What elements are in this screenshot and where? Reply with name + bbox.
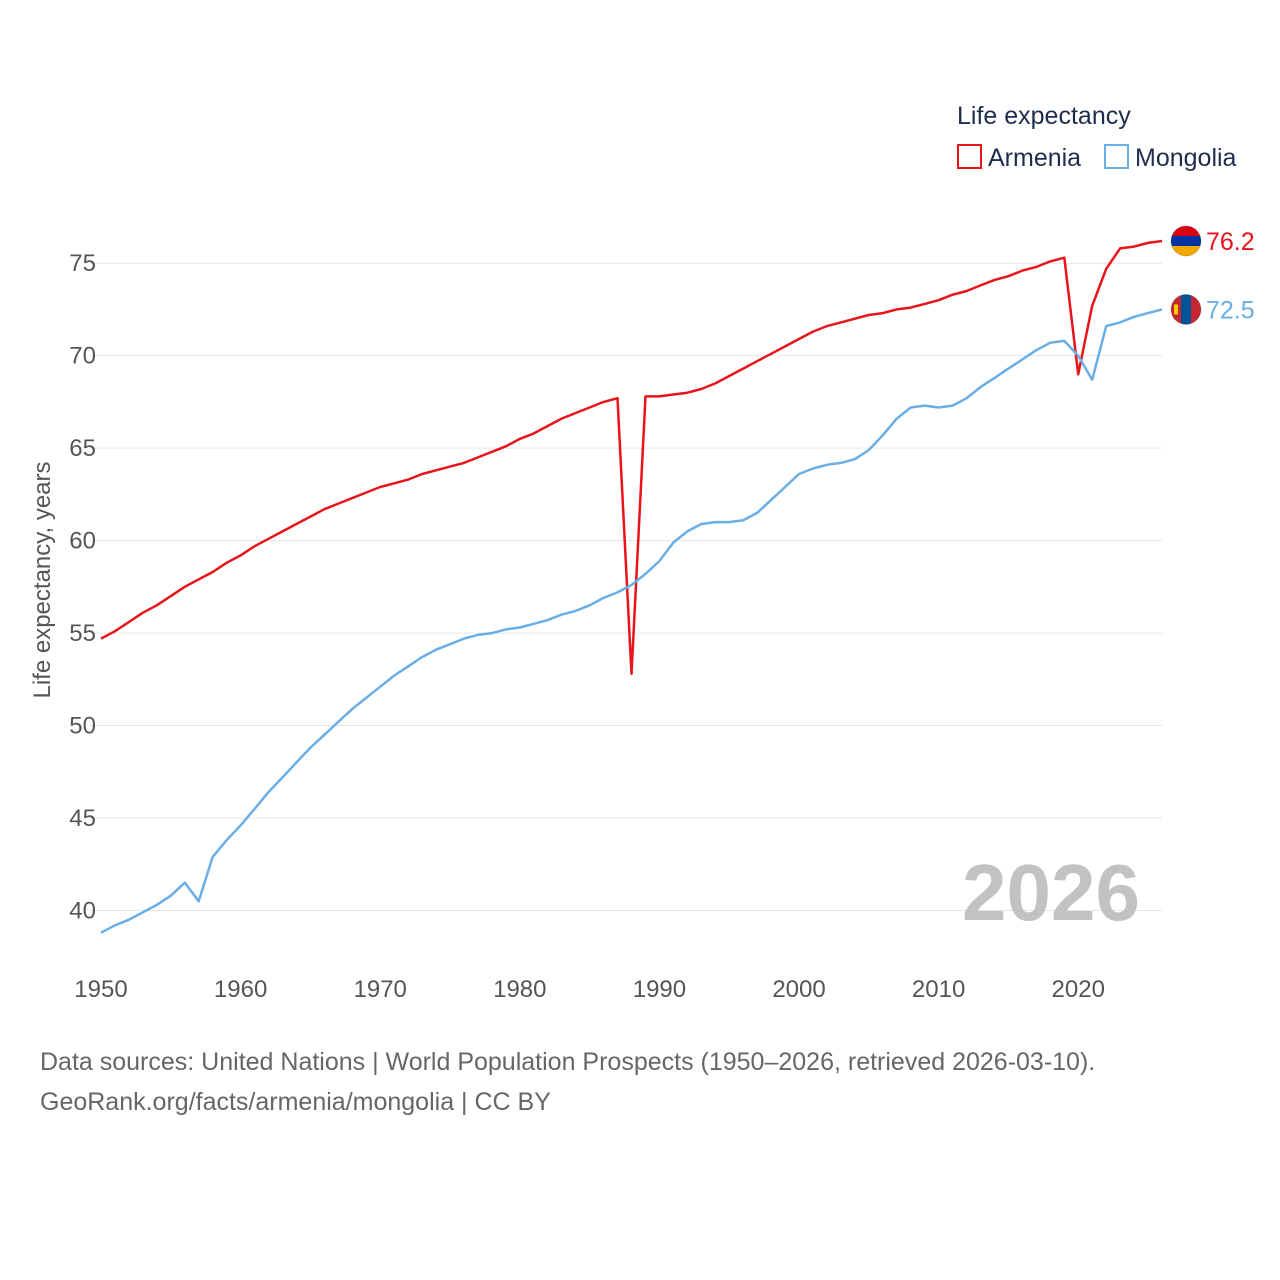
series-end-markers: 76.2 72.5 [1170, 225, 1255, 325]
legend-label-armenia: Armenia [988, 144, 1081, 172]
gridlines [90, 262, 1162, 911]
legend: Life expectancy Armenia Mongolia [957, 102, 1237, 172]
y-tick-label: 45 [69, 805, 96, 832]
x-tick-label: 2000 [772, 976, 825, 1003]
y-tick-label: 65 [69, 435, 96, 462]
y-axis-ticks: 40 45 50 55 60 65 70 75 [69, 250, 96, 924]
x-tick-label: 1980 [493, 976, 546, 1003]
year-watermark: 2026 [962, 848, 1140, 937]
y-tick-label: 70 [69, 343, 96, 370]
x-tick-label: 1960 [214, 976, 267, 1003]
legend-item-armenia[interactable]: Armenia [957, 144, 1081, 172]
y-tick-label: 60 [69, 528, 96, 555]
y-tick-label: 55 [69, 620, 96, 647]
source-line-1: Data sources: United Nations | World Pop… [40, 1048, 1096, 1076]
legend-swatch-mongolia [1104, 144, 1129, 169]
series-line-mongolia[interactable] [100, 308, 1163, 934]
x-tick-label: 1950 [74, 976, 127, 1003]
series-line-armenia[interactable] [100, 239, 1163, 676]
source-line-2: GeoRank.org/facts/armenia/mongolia | CC … [40, 1088, 551, 1116]
x-tick-label: 2020 [1052, 976, 1105, 1003]
legend-label-mongolia: Mongolia [1135, 144, 1237, 172]
end-label-armenia: 76.2 [1206, 228, 1255, 256]
legend-swatch-armenia [957, 144, 982, 169]
source-note: Data sources: United Nations | World Pop… [40, 1042, 1095, 1122]
y-axis-title: Life expectancy, years [29, 461, 56, 698]
legend-title: Life expectancy [957, 102, 1131, 130]
series-lines [100, 239, 1163, 934]
x-tick-label: 1990 [633, 976, 686, 1003]
flag-mongolia-icon [1170, 293, 1202, 325]
x-axis-ticks: 1950 1960 1970 1980 1990 2000 2010 2020 [74, 976, 1105, 1003]
legend-item-mongolia[interactable]: Mongolia [1104, 144, 1237, 172]
end-label-mongolia: 72.5 [1206, 296, 1255, 324]
x-tick-label: 2010 [912, 976, 965, 1003]
y-tick-label: 50 [69, 713, 96, 740]
y-tick-label: 75 [69, 250, 96, 277]
x-tick-label: 1970 [354, 976, 407, 1003]
flag-armenia-icon [1170, 225, 1202, 257]
y-tick-label: 40 [69, 897, 96, 924]
